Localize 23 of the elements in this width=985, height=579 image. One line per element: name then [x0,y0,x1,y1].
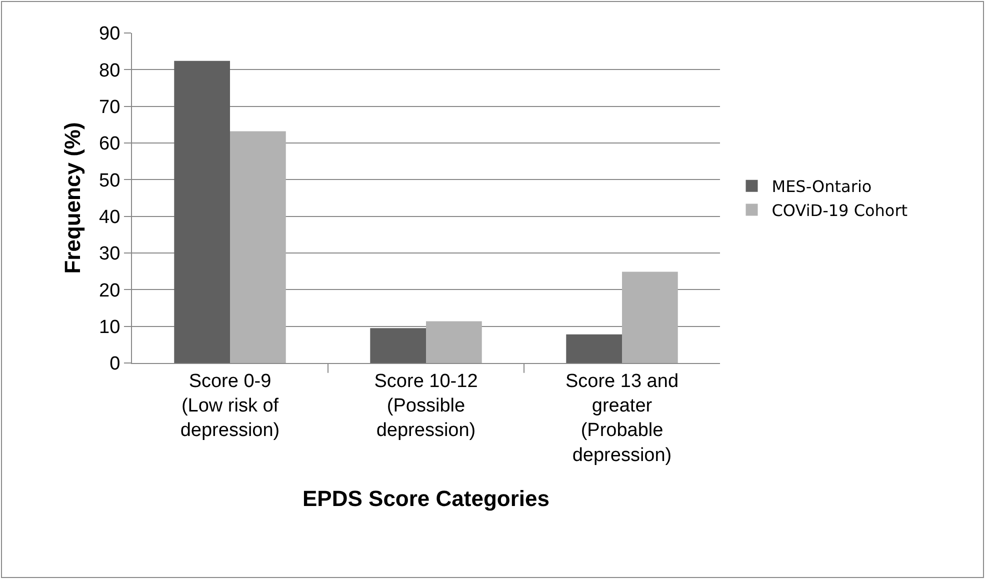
bar [230,131,286,363]
x-tick-label: Score 0-9 (Low risk of depression) [180,370,280,442]
y-tick-label: 80 [99,60,120,82]
bar [370,328,426,363]
bar [566,334,622,363]
y-tick-label: 90 [99,24,120,45]
bar [174,60,230,363]
bar [622,272,678,363]
y-tick-label: 0 [110,354,120,375]
y-tick-label: 10 [99,316,120,338]
y-tick-label: 40 [99,206,120,228]
x-axis-title: EPDS Score Categories [302,486,550,511]
legend-label: MES-Ontario [772,177,872,196]
x-tick-label: Score 10-12 (Possible depression) [374,370,478,442]
y-tick-label: 70 [99,96,120,118]
bar [426,321,482,363]
y-tick-label: 20 [99,280,120,302]
y-tick-label: 60 [99,134,120,155]
y-tick-label: 50 [99,170,120,192]
y-axis-title: Frequency (%) [60,122,85,274]
x-tick-label: Score 13 and greater (Probable depression) [565,370,679,466]
legend-label: COViD-19 Cohort [772,200,908,220]
y-tick-label: 30 [99,244,120,265]
